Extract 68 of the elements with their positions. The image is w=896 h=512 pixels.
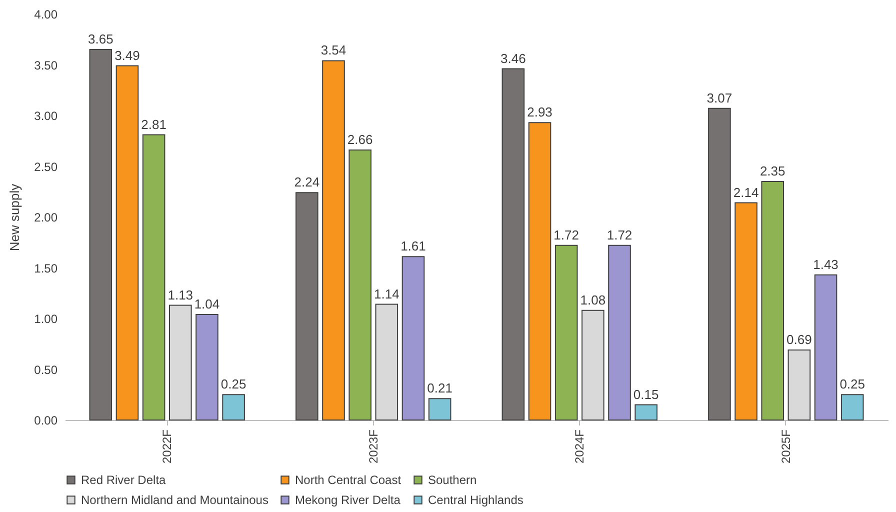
data-label: 2.35: [760, 163, 786, 178]
data-label: 0.25: [840, 376, 866, 392]
bar: [116, 65, 139, 420]
bar: [402, 256, 425, 420]
bar: [528, 122, 552, 420]
y-tick-label: 0.00: [34, 414, 58, 428]
legend-label: Central Highlands: [428, 493, 524, 507]
x-tick-label: 2023F: [366, 430, 380, 464]
data-label: 2.24: [294, 174, 320, 190]
y-tick-label: 2.50: [34, 160, 58, 174]
data-label: 0.21: [427, 380, 452, 396]
data-label: 3.07: [706, 90, 732, 106]
y-tick-label: 2.00: [34, 210, 58, 224]
y-tick-label: 1.00: [34, 312, 58, 326]
legend-label: Mekong River Delta: [295, 493, 401, 507]
data-label: 3.49: [114, 48, 140, 63]
y-tick-label: 3.00: [34, 109, 58, 123]
bar: [502, 68, 525, 420]
data-label: 3.46: [500, 50, 526, 66]
bar: [322, 60, 345, 420]
data-label: 1.43: [813, 256, 838, 272]
data-label: 2.14: [733, 184, 759, 200]
x-tick-label: 2022F: [160, 430, 174, 464]
data-label: 1.14: [374, 286, 400, 302]
y-tick-label: 3.50: [34, 58, 58, 72]
bar: [814, 274, 838, 420]
y-tick-label: 0.50: [34, 362, 58, 377]
data-label: 2.93: [527, 104, 552, 120]
data-label: 0.15: [633, 386, 659, 402]
y-tick-label: 1.50: [34, 261, 58, 276]
bar: [142, 134, 166, 420]
bar: [761, 180, 784, 420]
legend-label: North Central Coast: [295, 473, 402, 487]
bar: [582, 310, 604, 420]
bar: [168, 304, 192, 420]
data-label: 3.65: [88, 32, 114, 47]
x-tick-label: 2025F: [778, 430, 793, 464]
bar: [840, 394, 864, 420]
data-label: 1.72: [606, 227, 632, 242]
bar: [608, 244, 631, 420]
bar: [375, 304, 398, 420]
y-tick-label: 4.00: [34, 8, 58, 22]
data-label: 1.08: [580, 292, 606, 308]
legend-label: Northern Midland and Mountainous: [81, 493, 268, 507]
bar: [634, 404, 658, 420]
data-label: 1.72: [554, 227, 579, 242]
y-axis-title: New supply: [7, 183, 22, 252]
data-label: 0.25: [220, 376, 246, 392]
data-label: 2.81: [141, 116, 166, 132]
data-label: 1.61: [400, 238, 426, 254]
bar: [708, 108, 731, 420]
bar: [196, 314, 218, 420]
data-label: 1.13: [168, 287, 194, 302]
data-label: 0.69: [786, 332, 812, 347]
bar: [788, 349, 811, 420]
bar: [734, 202, 758, 420]
bar: [89, 49, 112, 420]
bar: [428, 398, 452, 420]
data-label: 1.04: [194, 296, 220, 312]
bar: [296, 192, 318, 420]
legend-label: Southern: [428, 473, 477, 487]
bar: [222, 394, 245, 420]
data-label: 3.54: [320, 42, 346, 58]
data-label: 2.66: [347, 132, 373, 148]
bar: [348, 150, 372, 420]
bar: [554, 244, 578, 420]
legend-label: Red River Delta: [81, 473, 166, 487]
x-tick-label: 2024F: [572, 430, 587, 464]
